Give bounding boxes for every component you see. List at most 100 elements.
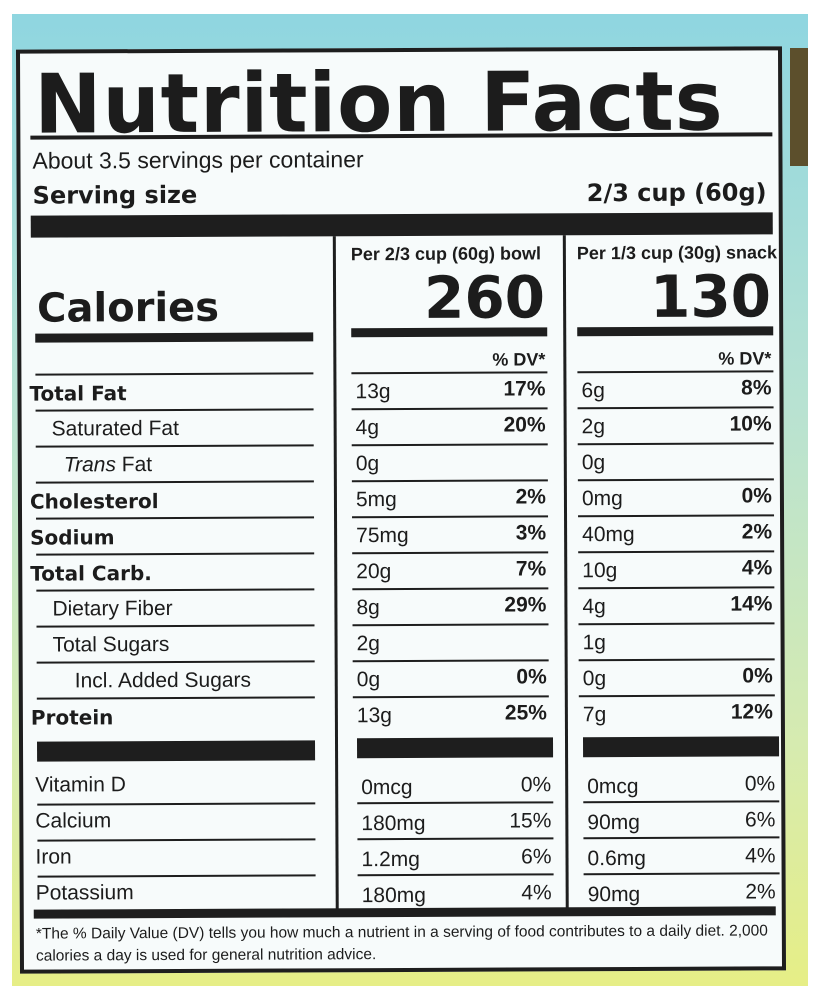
vitamin-rule-c2: [583, 872, 780, 876]
column-2-dv: 12%: [730, 700, 773, 724]
vitamin-column-2-dv: 0%: [744, 772, 776, 796]
row-rule-c1: [352, 695, 549, 699]
nutrient-name: Cholesterol: [29, 489, 159, 514]
column-1-amount: 2g: [356, 632, 380, 656]
vitamin-column-1-dv: 0%: [520, 773, 552, 797]
thick-rule-mid-c1: [356, 737, 554, 759]
column-1-amount: 4g: [355, 416, 380, 440]
column-1-dv: 0%: [516, 665, 547, 689]
column-1-amount: 20g: [356, 560, 392, 584]
vitamin-column-2-dv: 2%: [745, 880, 776, 904]
row-rule-c2: [578, 514, 775, 518]
column-2-amount: 6g: [581, 379, 605, 403]
row-rule-c2: [577, 442, 774, 446]
column-2-dv: 0%: [742, 664, 773, 688]
row-rule-c2: [578, 658, 775, 662]
row-rule-c2: [578, 694, 775, 698]
column-1-amount: 8g: [356, 596, 380, 620]
column-2-calories: 130: [649, 262, 772, 331]
column-1-amount: 13g: [355, 380, 391, 404]
vitamin-column-1-dv: 15%: [509, 809, 552, 833]
row-rule-c1: [352, 587, 549, 591]
column-2-amount: 2g: [581, 415, 606, 439]
row-rule-c1: [352, 659, 549, 663]
vitamin-name: Calcium: [35, 809, 112, 833]
column-2-dv: 10%: [729, 412, 772, 436]
row-rule-c2: [577, 406, 774, 410]
vitamin-rule-name: [37, 874, 316, 878]
nutrition-facts-label: Nutrition Facts About 3.5 servings per c…: [15, 46, 787, 974]
column-2-amount: 7g: [582, 703, 607, 727]
vitamin-name: Vitamin D: [35, 773, 126, 797]
vitamin-rule-c1: [357, 837, 554, 841]
vitamin-column-1-amount: 0mcg: [361, 775, 413, 800]
row-rule-name: [36, 588, 315, 592]
vitamin-column-1-amount: 180mg: [361, 883, 426, 908]
row-rule-c2: [578, 586, 775, 590]
column-2-amount: 10g: [582, 559, 618, 583]
serving-size-label: Serving size: [32, 180, 198, 210]
row-rule-c1: [352, 551, 549, 555]
row-rule-name: [35, 372, 314, 376]
thick-rule-mid-c2: [582, 736, 780, 758]
vitamin-rule-name: [37, 838, 316, 842]
column-2-amount: 0mg: [581, 487, 623, 511]
column-2-dv: 2%: [741, 520, 773, 544]
column-divider-2: [562, 235, 569, 910]
column-1-amount: 13g: [356, 704, 392, 728]
column-1-dv: 3%: [515, 521, 547, 545]
column-1-dv: 29%: [504, 593, 547, 617]
nutrient-name: Total Sugars: [52, 633, 170, 657]
vitamin-column-2-dv: 6%: [744, 808, 776, 832]
column-2-amount: 0g: [582, 667, 607, 691]
package-flap: [790, 48, 808, 166]
vitamin-column-1-amount: 180mg: [361, 811, 426, 836]
nutrient-rows: Total Fat 13g 17% 6g 8% Saturated Fat 4g 20% 2g 1…: [20, 50, 780, 907]
vitamin-column-1-dv: 4%: [521, 881, 552, 905]
column-1-dv: 25%: [504, 701, 547, 725]
row-rule-c2: [578, 622, 775, 626]
row-rule-c2: [578, 550, 775, 554]
column-2-header: Per 1/3 cup (30g) snack: [576, 242, 778, 264]
column-2-dv: 4%: [741, 556, 773, 580]
row-rule-c1: [351, 479, 548, 483]
vitamin-name: Potassium: [35, 881, 134, 905]
vitamin-rule-c2: [583, 836, 780, 840]
serving-size-value: 2/3 cup (60g): [586, 178, 767, 208]
calories-rule-c1: [351, 327, 548, 338]
row-rule-name: [36, 660, 315, 664]
column-1-amount: 0g: [355, 452, 380, 476]
column-1-dv: 2%: [515, 485, 546, 509]
column-divider-1: [332, 236, 339, 911]
column-1-calories: 260: [423, 263, 546, 332]
thick-rule-mid-left: [37, 740, 316, 762]
vitamin-column-1-amount: 1.2mg: [361, 847, 420, 872]
column-1-amount: 75mg: [356, 523, 409, 548]
row-rule-name: [36, 696, 315, 700]
column-2-amount: 40mg: [582, 522, 635, 547]
thick-rule-top: [30, 212, 773, 238]
nutrient-name: Total Carb.: [30, 561, 152, 586]
nutrient-name: Dietary Fiber: [52, 596, 173, 621]
vitamin-column-2-amount: 0mcg: [587, 774, 639, 799]
column-1-dv-header: % DV*: [492, 349, 546, 370]
row-rule-c1: [351, 407, 548, 411]
column-1-amount: 0g: [356, 668, 381, 692]
vitamin-rule-c1: [357, 873, 554, 877]
row-rule-name: [36, 624, 315, 628]
nutrient-name: Trans Fat: [64, 453, 152, 477]
column-1-dv: 7%: [515, 557, 547, 581]
vitamin-column-2-dv: 4%: [745, 844, 776, 868]
row-rule-c1: [351, 371, 548, 375]
vitamin-column-2-amount: 90mg: [587, 810, 640, 835]
column-1-header: Per 2/3 cup (60g) bowl: [350, 243, 541, 265]
row-rule-name: [36, 516, 315, 520]
vitamin-rule-name: [37, 802, 316, 806]
row-rule-c1: [352, 515, 549, 519]
column-2-dv-header: % DV*: [718, 348, 772, 369]
nutrient-name: Total Fat: [29, 381, 127, 406]
column-2-amount: 1g: [582, 631, 606, 655]
vitamin-name: Iron: [35, 845, 72, 869]
column-2-amount: 4g: [582, 595, 606, 619]
vitamin-column-2-amount: 0.6mg: [587, 846, 646, 871]
